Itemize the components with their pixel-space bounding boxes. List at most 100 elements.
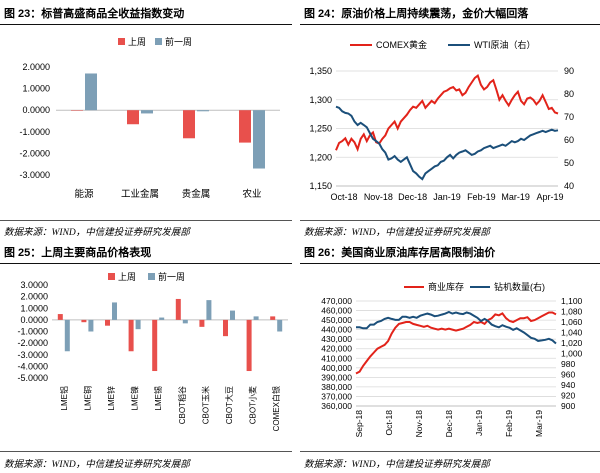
p25-bar-prev-week bbox=[64, 319, 70, 352]
p26-ytick-left: 460,000 bbox=[321, 306, 352, 316]
p25-ytick-label: -2.0000 bbox=[17, 338, 48, 348]
p25-ytick-label: -1.0000 bbox=[17, 327, 48, 337]
p24-xtick-label: Jan-19 bbox=[433, 192, 461, 202]
p25-ytick-label: 0.0000 bbox=[20, 315, 48, 325]
p24-title: 图 24：原油价格上周持续震荡，金价大幅回落 bbox=[304, 8, 529, 20]
p25-bar-last-week bbox=[270, 316, 276, 320]
p23-ytick-label: -3.0000 bbox=[19, 170, 50, 180]
p26-xtick-label: Dec-18 bbox=[444, 410, 454, 438]
p23-bar-last-week bbox=[183, 110, 195, 139]
p26-xtick-label: Oct-18 bbox=[384, 410, 394, 436]
p25-legend-label: 前一周 bbox=[158, 271, 185, 282]
p25-top-rule bbox=[0, 263, 292, 264]
p25-category-label: LME铜 bbox=[82, 386, 92, 410]
p24-ytick-right: 40 bbox=[564, 181, 574, 191]
p26-ytick-left: 450,000 bbox=[321, 315, 352, 325]
p25-bar-prev-week bbox=[112, 302, 117, 320]
p26-ytick-left: 470,000 bbox=[321, 296, 352, 306]
p24-xtick-label: Oct-18 bbox=[330, 192, 357, 202]
p26-ytick-right: 1,060 bbox=[561, 317, 583, 327]
p24-ytick-left: 1,150 bbox=[309, 181, 332, 191]
p23-category-label: 贵金属 bbox=[182, 188, 211, 200]
p25-ytick-label: -5.0000 bbox=[17, 373, 48, 383]
p26-bottom-rule bbox=[300, 451, 600, 452]
p23-ytick-label: 1.0000 bbox=[22, 84, 50, 94]
p23-top-rule bbox=[0, 24, 292, 25]
p26-line-rigcount bbox=[356, 310, 557, 345]
p25-legend-swatch-last-week bbox=[108, 273, 115, 280]
p25-bar-prev-week bbox=[277, 319, 283, 332]
p25-bar-prev-week bbox=[206, 300, 212, 320]
p26-ytick-left: 410,000 bbox=[321, 353, 352, 363]
p25-bar-prev-week bbox=[253, 316, 259, 320]
p25-bar-prev-week bbox=[159, 317, 165, 320]
p23-chart: 2.0000 1.0000 0.0000 -1.0000 -2.0000 -3.0000 能… bbox=[19, 36, 280, 200]
p25-category-label: COMEX白银 bbox=[271, 386, 281, 431]
p25-bar-last-week bbox=[105, 319, 110, 326]
p26-xtick-label: Mar-19 bbox=[534, 410, 544, 437]
p25-category-label: LME镍 bbox=[130, 386, 140, 410]
p25-ytick-label: 2.0000 bbox=[20, 292, 48, 302]
p24-legend-label: COMEX黄金 bbox=[376, 39, 427, 50]
p26-ytick-right: 1,080 bbox=[561, 307, 583, 317]
p25-bar-last-week bbox=[199, 319, 205, 327]
p26-xtick-label: Nov-18 bbox=[414, 410, 424, 438]
p26-chart: 470,000460,000450,000440,000430,000420,0… bbox=[321, 281, 583, 438]
p24-xtick-label: Apr-19 bbox=[536, 192, 563, 202]
p24-bottom-rule bbox=[300, 220, 600, 221]
p24-xtick-label: Mar-19 bbox=[501, 192, 530, 202]
p25-bar-prev-week bbox=[88, 319, 94, 332]
p24-ytick-right: 80 bbox=[564, 89, 574, 99]
p24-ytick-left: 1,200 bbox=[309, 152, 332, 162]
p23-ytick-label: -1.0000 bbox=[19, 127, 50, 137]
p26-ytick-right: 1,040 bbox=[561, 328, 583, 338]
p23-legend-swatch-last-week bbox=[118, 38, 125, 45]
p25-bar-last-week bbox=[152, 319, 158, 372]
p25-bottom-rule bbox=[0, 451, 292, 452]
p26-ytick-right: 920 bbox=[561, 391, 575, 401]
p25-ytick-label: 3.0000 bbox=[20, 280, 48, 290]
p26-ytick-left: 360,000 bbox=[321, 401, 352, 411]
p25-category-label: LME锡 bbox=[154, 386, 163, 410]
p26-ytick-right: 900 bbox=[561, 401, 575, 411]
p23-category-label: 能源 bbox=[74, 188, 94, 200]
p25-bar-last-week bbox=[223, 319, 228, 337]
p23-ytick-label: 0.0000 bbox=[22, 105, 50, 115]
p24-xtick-label: Nov-18 bbox=[364, 192, 393, 202]
p26-xtick-label: Sep-18 bbox=[354, 410, 364, 438]
p23-category-label: 工业金属 bbox=[121, 188, 159, 200]
p25-bar-last-week bbox=[246, 319, 252, 372]
p23-ytick-label: -2.0000 bbox=[19, 148, 50, 158]
p26-ytick-left: 400,000 bbox=[321, 363, 352, 373]
p26-ytick-right: 960 bbox=[561, 370, 575, 380]
p25-category-label: CBOT大豆 bbox=[224, 386, 234, 424]
p26-ytick-left: 430,000 bbox=[321, 334, 352, 344]
p23-legend-label: 上周 bbox=[128, 37, 146, 47]
p24-line-gold bbox=[335, 73, 559, 153]
p24-ytick-right: 70 bbox=[564, 112, 574, 122]
p24-ytick-right: 60 bbox=[564, 135, 574, 145]
p24-source: 数据来源：WIND，中信建投证券研究发展部 bbox=[304, 228, 490, 238]
p26-xtick-label: Feb-19 bbox=[504, 410, 514, 437]
p26-ytick-right: 1,020 bbox=[561, 338, 583, 348]
p26-ytick-left: 390,000 bbox=[321, 372, 352, 382]
p24-ytick-right: 50 bbox=[564, 158, 574, 168]
p23-bar-last-week bbox=[239, 110, 251, 143]
p26-ytick-right: 1,000 bbox=[561, 349, 583, 359]
p26-ytick-right: 980 bbox=[561, 359, 575, 369]
p24-ytick-left: 1,350 bbox=[309, 66, 332, 76]
p24-ytick-left: 1,300 bbox=[309, 95, 332, 105]
p26-top-rule bbox=[300, 263, 600, 264]
p24-xtick-label: Dec-18 bbox=[398, 192, 427, 202]
p25-bar-prev-week bbox=[230, 310, 235, 320]
p23-legend-label: 前一周 bbox=[165, 36, 192, 47]
p25-source: 数据来源：WIND，中信建投证券研究发展部 bbox=[4, 460, 190, 470]
p26-ytick-right: 1,100 bbox=[561, 296, 583, 306]
p24-legend-label: WTI原油（右） bbox=[474, 39, 536, 50]
p25-category-label: CBOT稻谷 bbox=[177, 386, 187, 424]
p25-legend-swatch-prev-week bbox=[148, 273, 155, 280]
p26-title: 图 26：美国商业原油库存居高限制油价 bbox=[304, 247, 496, 259]
p26-ytick-left: 380,000 bbox=[321, 382, 352, 392]
p25-ytick-label: -4.0000 bbox=[17, 361, 48, 371]
